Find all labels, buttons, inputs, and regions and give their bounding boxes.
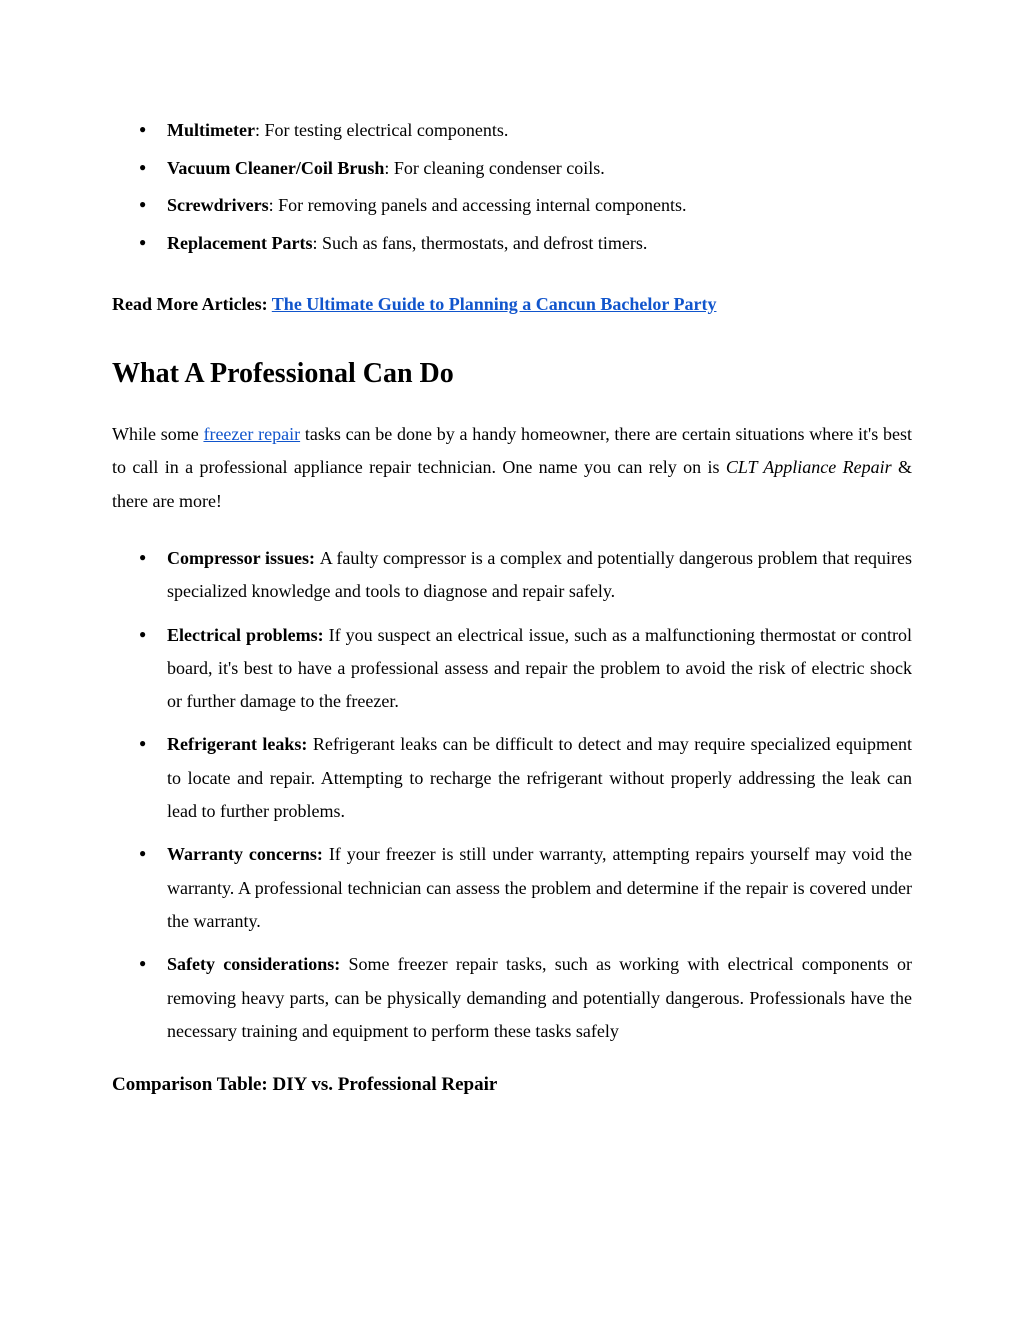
tool-desc: : For cleaning condenser coils. (384, 158, 604, 178)
read-more-link[interactable]: The Ultimate Guide to Planning a Cancun … (272, 294, 717, 314)
tool-desc: : Such as fans, thermostats, and defrost… (312, 233, 647, 253)
list-item: Safety considerations: Some freezer repa… (167, 948, 912, 1048)
list-item: Multimeter: For testing electrical compo… (167, 115, 912, 147)
comparison-heading: Comparison Table: DIY vs. Professional R… (112, 1074, 912, 1096)
freezer-repair-link[interactable]: freezer repair (203, 424, 300, 444)
list-item: Refrigerant leaks: Refrigerant leaks can… (167, 728, 912, 828)
section-heading: What A Professional Can Do (112, 358, 912, 390)
tool-name: Screwdrivers (167, 195, 269, 215)
list-item: Screwdrivers: For removing panels and ac… (167, 190, 912, 222)
item-title: Refrigerant leaks: (167, 734, 313, 754)
item-title: Compressor issues: (167, 548, 320, 568)
list-item: Replacement Parts: Such as fans, thermos… (167, 228, 912, 260)
tool-name: Replacement Parts (167, 233, 312, 253)
read-more-label: Read More Articles: (112, 294, 272, 314)
list-item: Vacuum Cleaner/Coil Brush: For cleaning … (167, 153, 912, 185)
item-title: Warranty concerns: (167, 844, 329, 864)
item-title: Electrical problems: (167, 625, 329, 645)
list-item: Electrical problems: If you suspect an e… (167, 619, 912, 719)
intro-text: While some (112, 424, 203, 444)
list-item: Warranty concerns: If your freezer is st… (167, 838, 912, 938)
tool-desc: : For removing panels and accessing inte… (269, 195, 687, 215)
tool-name: Vacuum Cleaner/Coil Brush (167, 158, 384, 178)
read-more-section: Read More Articles: The Ultimate Guide t… (112, 287, 912, 322)
item-title: Safety considerations: (167, 954, 348, 974)
professional-list: Compressor issues: A faulty compressor i… (112, 542, 912, 1048)
company-name: CLT Appliance Repair (726, 457, 892, 477)
tools-list: Multimeter: For testing electrical compo… (112, 115, 912, 259)
tool-desc: : For testing electrical components. (255, 120, 508, 140)
tool-name: Multimeter (167, 120, 255, 140)
list-item: Compressor issues: A faulty compressor i… (167, 542, 912, 609)
intro-paragraph: While some freezer repair tasks can be d… (112, 418, 912, 518)
